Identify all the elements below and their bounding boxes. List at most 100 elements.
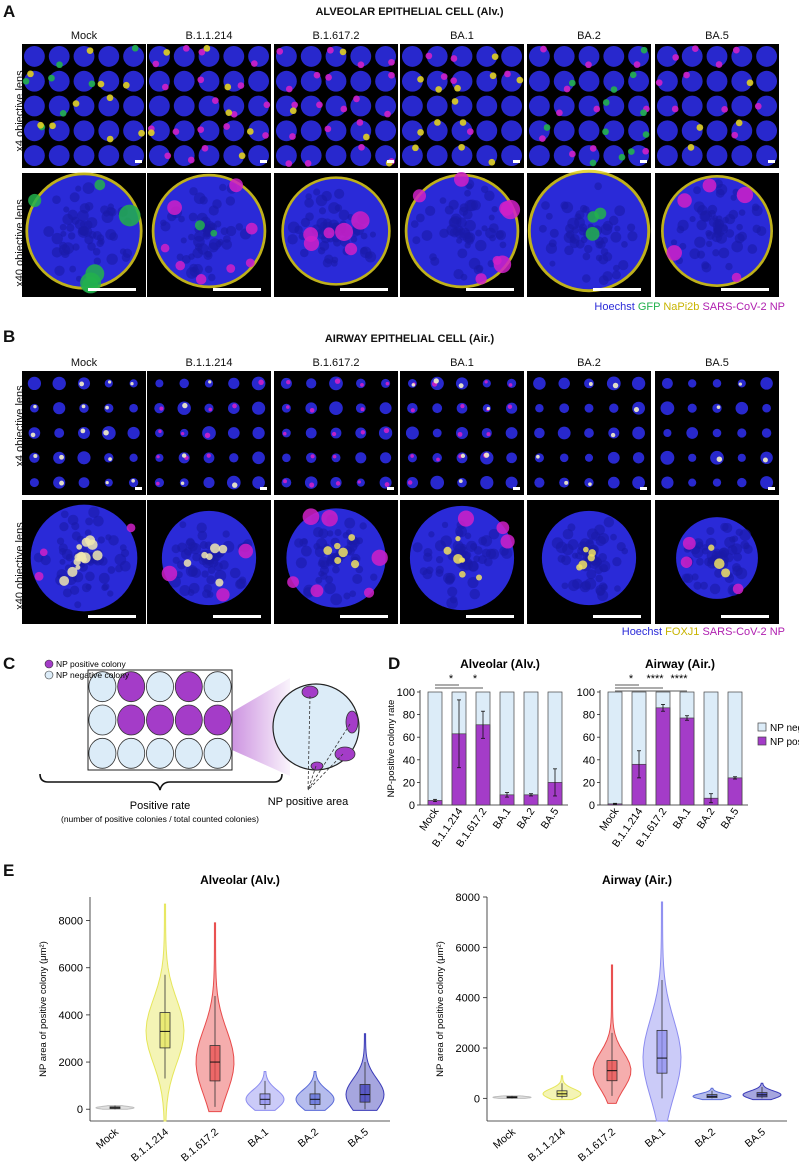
category-label: B.1.1.214 (526, 1126, 568, 1164)
y-tick-label: 0 (474, 1093, 480, 1105)
np-area-3 (334, 746, 356, 762)
significance-label: **** (670, 673, 688, 685)
category-label: BA.2 (693, 1126, 718, 1150)
y-tick-label: 100 (577, 687, 595, 699)
category-label: BA.1 (643, 1126, 668, 1150)
category-label: BA.1 (246, 1126, 271, 1150)
alveolar-x4-micrograph (400, 44, 524, 168)
np-negative-colony (146, 737, 174, 769)
y-tick-label: 80 (583, 710, 595, 722)
y-tick-label: 8000 (59, 916, 83, 928)
alveolar-x4-micrograph (274, 44, 398, 168)
panel-c-schematic: NP positive colony NP negative colony Po… (39, 659, 360, 824)
y-tick-label: 2000 (456, 1043, 480, 1055)
iqr-box (159, 1012, 171, 1049)
legend-np-negative: NP negative (770, 723, 799, 734)
category-label: BA.5 (719, 806, 742, 832)
panel-e-violin-plots: Alveolar (Alv.) 0 2000 4000 6000 8000 NP area … (38, 873, 787, 1164)
y-tick-label: 2000 (59, 1057, 83, 1069)
category-label: BA.2 (695, 806, 718, 832)
np-positive-colony (174, 704, 203, 736)
bar-chart-title: Airway (Air.) (645, 657, 715, 671)
panel-letter-d: D (388, 654, 401, 673)
bar-chart: Airway (Air.)020406080100MockB.1.1.214B.… (577, 657, 799, 850)
alveolar-x4-micrograph (527, 44, 651, 168)
np-area-4 (310, 761, 324, 771)
np-area-2 (345, 710, 359, 734)
legend-np-negative-colony: NP negative colony (56, 670, 130, 680)
panel-a-column-label: BA.2 (577, 30, 601, 42)
np-negative-colony (117, 737, 146, 769)
y-tick-label: 0 (77, 1104, 83, 1116)
panel-letter-a: A (3, 2, 16, 21)
airway-x40-micrograph (400, 500, 524, 624)
violin-plot: Alveolar (Alv.) 0 2000 4000 6000 8000 NP area … (38, 873, 390, 1164)
np-negative-colony (203, 671, 232, 703)
airway-x4-micrograph (655, 371, 779, 495)
bar-np-negative (427, 691, 443, 806)
panel-b-column-label: B.1.617.2 (312, 357, 360, 369)
airway-x40-micrograph (527, 500, 651, 624)
category-label: BA.5 (346, 1126, 371, 1150)
y-tick-label: 20 (403, 777, 415, 789)
iqr-box (359, 1084, 371, 1103)
np-positive-colony (117, 671, 146, 703)
alveolar-x4-micrograph (655, 44, 779, 168)
violin-title: Airway (Air.) (602, 873, 672, 887)
alveolar-x4-micrograph (147, 44, 271, 168)
y-tick-label: 0 (409, 800, 415, 812)
significance-label: **** (646, 673, 664, 685)
panel-b-column-label: BA.2 (577, 357, 601, 369)
legend-np: SARS-CoV-2 NP (702, 301, 785, 313)
iqr-box (656, 1029, 668, 1074)
category-label: B.1.617.2 (576, 1126, 618, 1164)
np-negative-colony (88, 704, 117, 736)
airway-x40-micrograph (274, 500, 398, 624)
np-negative-colony (174, 737, 203, 769)
np-negative-colony (146, 671, 174, 703)
airway-x4-micrograph (400, 371, 524, 495)
category-label: Mock (94, 1126, 122, 1152)
panel-a-column-label: B.1.1.214 (185, 30, 233, 42)
panel-b-column-label: B.1.1.214 (185, 357, 233, 369)
np-negative-colony (88, 737, 117, 769)
alveolar-x40-micrograph (527, 169, 651, 297)
category-label: BA.1 (671, 806, 694, 832)
np-positive-colony (203, 704, 232, 736)
iqr-box (209, 1045, 221, 1082)
panel-a-legend: Hoechst GFP NaPi2b SARS-CoV-2 NP (594, 301, 785, 313)
panel-letter-b: B (3, 327, 16, 346)
y-tick-label: 80 (403, 710, 415, 722)
y-axis-label: NP area of positive colony (μm²) (38, 941, 49, 1077)
significance-label: * (629, 673, 634, 685)
alveolar-x40-micrograph (655, 173, 779, 297)
panel-b-column-label: BA.5 (705, 357, 729, 369)
airway-x4-micrograph (527, 371, 651, 495)
panel-a-column-label: B.1.617.2 (312, 30, 360, 42)
y-tick-label: 20 (583, 777, 595, 789)
panel-letter-e: E (3, 861, 15, 880)
bar-np-negative (523, 691, 539, 806)
panel-b-legend: Hoechst FOXJ1 SARS-CoV-2 NP (622, 626, 785, 638)
y-axis-label: NP area of positive colony (μm²) (435, 941, 446, 1077)
bar-np-negative (499, 691, 515, 806)
category-label: BA.2 (296, 1126, 321, 1150)
np-negative-colony (88, 671, 117, 703)
significance-label: * (449, 673, 454, 685)
bar-np-positive (655, 707, 671, 806)
legend-np-b: SARS-CoV-2 NP (702, 626, 785, 638)
category-label: BA.1 (491, 806, 514, 832)
legend-np-positive: NP positive (770, 737, 799, 748)
panel-a-column-label: BA.5 (705, 30, 729, 42)
positive-rate-label: Positive rate (130, 800, 191, 812)
alveolar-x40-micrograph (400, 171, 524, 297)
bar-np-negative (607, 691, 623, 806)
airway-x4-micrograph (274, 371, 398, 495)
category-label: BA.2 (515, 806, 538, 832)
np-positive-colony (174, 671, 203, 703)
airway-x4-micrograph (22, 371, 146, 495)
positive-rate-definition: (number of positive colonies / total cou… (61, 814, 259, 824)
legend-hoechst-b: Hoechst (621, 626, 663, 638)
